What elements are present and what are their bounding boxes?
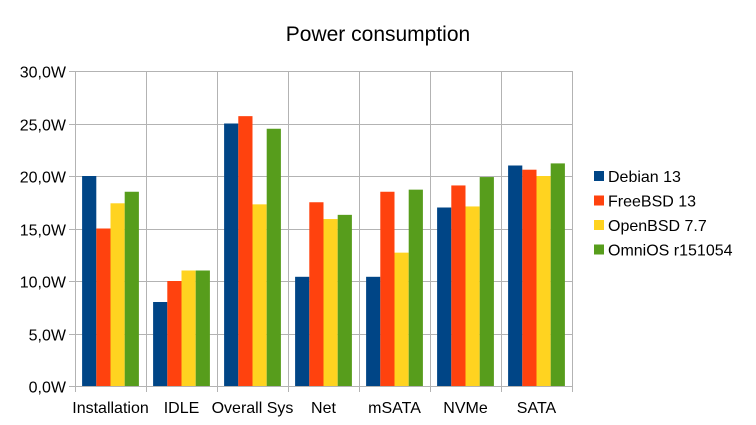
- x-tick-label: SATA: [517, 400, 557, 417]
- bar: [508, 165, 523, 386]
- x-tick-label: Installation: [72, 400, 149, 417]
- x-tick-label: NVMe: [443, 400, 488, 417]
- bar: [366, 276, 381, 386]
- bar: [238, 116, 253, 387]
- legend-label: OpenBSD 7.7: [608, 218, 707, 235]
- x-tick-label: Net: [311, 400, 336, 417]
- y-tick-label: 30,0W: [20, 65, 67, 82]
- y-tick-label: 10,0W: [20, 275, 67, 292]
- bar: [536, 176, 551, 386]
- x-tick-label: IDLE: [164, 400, 200, 417]
- bar: [323, 219, 338, 386]
- y-tick-label: 5,0W: [29, 328, 67, 345]
- x-tick-labels: Installation IDLE Overall Sys Net mSATA NVMe S…: [72, 400, 556, 417]
- bar: [224, 123, 239, 386]
- bar: [522, 169, 537, 386]
- grid-lines: [75, 71, 573, 387]
- bar: [437, 207, 452, 386]
- bar: [124, 191, 139, 386]
- axes: [69, 71, 573, 392]
- bar: [82, 176, 97, 386]
- bar: [479, 177, 494, 386]
- bars: [82, 116, 565, 387]
- y-tick-label: 20,0W: [20, 170, 67, 187]
- bar: [550, 163, 565, 386]
- bar: [181, 270, 196, 386]
- bar: [110, 203, 125, 386]
- y-tick-label: 0,0W: [29, 380, 67, 397]
- legend-label: Debian 13: [608, 169, 681, 186]
- y-tick-label: 25,0W: [20, 118, 67, 135]
- legend-swatch: [594, 171, 604, 181]
- bar: [309, 202, 324, 386]
- legend: Debian 13 FreeBSD 13 OpenBSD 7.7 OmniOS r15…: [594, 169, 733, 260]
- legend-label: OmniOS r151054: [608, 243, 733, 260]
- x-tick-label: Overall Sys: [212, 400, 294, 417]
- legend-label: FreeBSD 13: [608, 194, 696, 211]
- bar: [394, 252, 409, 386]
- bar: [465, 206, 480, 386]
- bar: [337, 214, 352, 386]
- legend-swatch: [594, 244, 604, 255]
- y-tick-label: 15,0W: [20, 223, 67, 240]
- legend-swatch: [594, 220, 604, 230]
- bar: [408, 189, 423, 386]
- chart-title: Power consumption: [286, 23, 470, 46]
- y-tick-labels: 0,0W 5,0W 10,0W 15,0W 20,0W 25,0W 30,0W: [20, 65, 67, 397]
- bar: [195, 270, 210, 386]
- bar: [451, 185, 466, 386]
- legend-swatch: [594, 195, 604, 206]
- bar: [252, 204, 267, 386]
- bar: [167, 281, 182, 386]
- bar: [266, 128, 281, 386]
- bar: [295, 276, 310, 386]
- bar: [153, 302, 168, 386]
- bar: [96, 228, 111, 386]
- x-tick-label: mSATA: [368, 400, 421, 417]
- bar: [380, 191, 395, 386]
